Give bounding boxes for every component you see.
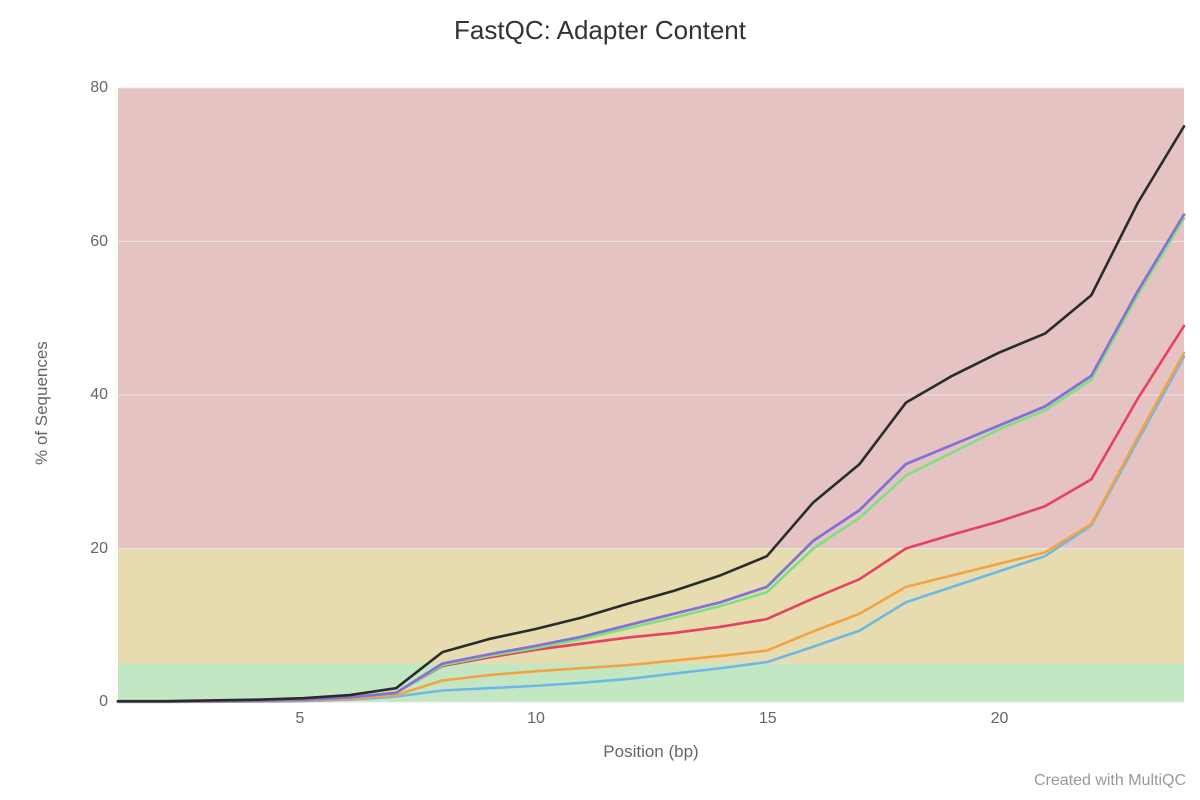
x-axis-label: Position (bp) bbox=[118, 742, 1184, 762]
y-axis-label: % of Sequences bbox=[32, 341, 52, 465]
y-tick-label: 60 bbox=[90, 233, 108, 251]
threshold-band bbox=[118, 88, 1184, 549]
threshold-band bbox=[118, 664, 1184, 702]
x-tick-label: 15 bbox=[759, 710, 777, 728]
threshold-band bbox=[118, 549, 1184, 664]
y-tick-label: 40 bbox=[90, 386, 108, 404]
x-tick-label: 5 bbox=[295, 710, 304, 728]
credit-text: Created with MultiQC bbox=[1034, 772, 1186, 790]
chart-container: FastQC: Adapter Content % of Sequences P… bbox=[0, 0, 1200, 800]
y-tick-label: 80 bbox=[90, 79, 108, 97]
x-tick-label: 10 bbox=[527, 710, 545, 728]
x-tick-label: 20 bbox=[991, 710, 1009, 728]
y-tick-label: 20 bbox=[90, 540, 108, 558]
plot-area bbox=[118, 88, 1184, 702]
y-tick-label: 0 bbox=[99, 693, 108, 711]
chart-title: FastQC: Adapter Content bbox=[0, 15, 1200, 46]
